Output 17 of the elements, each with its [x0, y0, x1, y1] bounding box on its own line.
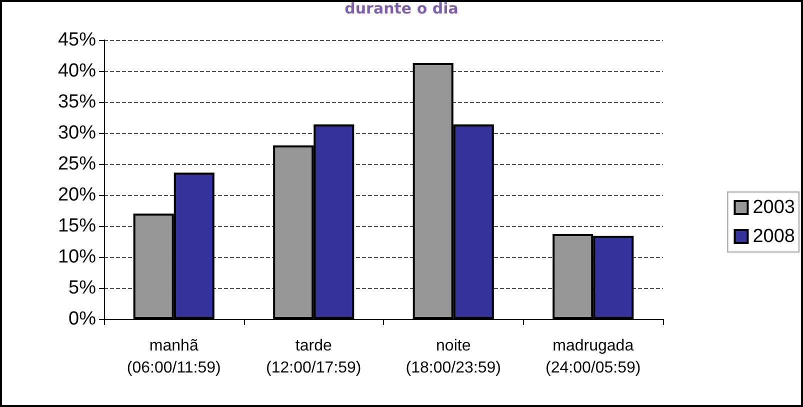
y-tick-label: 0% [68, 308, 96, 330]
y-tick-label: 25% [58, 154, 96, 174]
chart-title: durante o dia [344, 0, 458, 18]
y-tick-label: 10% [58, 246, 96, 268]
y-tick-label: 20% [58, 184, 96, 206]
y-tick-label: 40% [58, 60, 96, 82]
x-tick-label: noite (18:00/23:59) [406, 338, 501, 376]
y-tick-label: 35% [58, 92, 96, 112]
x-tick-label: madrugada (24:00/05:59) [546, 338, 641, 376]
y-tick-label: 5% [68, 278, 96, 298]
y-tick-label: 45% [58, 30, 96, 50]
y-tick-label: 15% [58, 216, 96, 236]
legend-label: 2008 [752, 226, 796, 247]
legend-label: 2003 [752, 197, 796, 218]
x-tick-label: manhã (06:00/11:59) [126, 338, 221, 376]
x-tick-label: tarde (12:00/17:59) [266, 338, 362, 376]
y-tick-label: 30% [58, 122, 96, 144]
